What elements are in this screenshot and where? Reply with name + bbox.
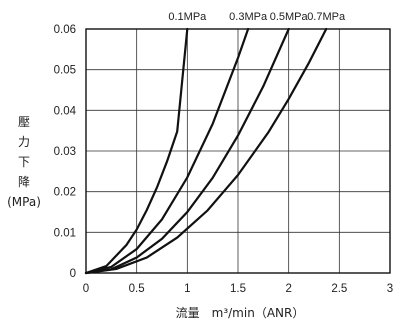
y-tick-label: 0.01 [54,227,76,239]
y-tick-label: 0 [70,268,76,280]
axis-labels: 0.1MPa 0.3MPa 0.5MPa 0.7MPa 流量 m³/min（ANR） 壓力… [7,11,346,320]
series-curves [84,27,328,275]
tick-labels: 0 0.5 1 1.5 2 2.5 3 0 0.01 0.02 0.03 0.04 0.05 0.06 [54,24,394,295]
y-axis-label-line: 降 [18,175,30,189]
y-axis-label-line: 壓 [18,115,30,129]
series-line-0-7MPa [84,27,328,275]
series-label: 0.7MPa [307,11,346,23]
y-axis-label-line: 力 [18,135,30,149]
x-tick-label: 0 [83,283,89,295]
y-tick-label: 0.06 [54,24,76,36]
series-label: 0.1MPa [168,11,207,23]
x-tick-label: 2 [285,283,291,295]
series-line-0-1MPa [84,27,189,275]
plot-border [85,28,391,274]
y-tick-label: 0.04 [54,105,77,117]
y-tick-label: 0.03 [54,146,76,158]
series-label: 0.3MPa [229,11,268,23]
x-tick-label: 3 [387,283,393,295]
plot-frame [85,28,391,274]
y-axis-label-line: (MPa) [7,195,41,209]
x-tick-label: 0.5 [129,283,145,295]
y-axis-label-line: 下 [18,155,30,169]
x-tick-label: 1 [184,283,190,295]
x-tick-label: 1.5 [230,283,246,295]
x-tick-label: 2.5 [331,283,347,295]
series-line-0-5MPa [84,27,290,275]
x-axis-label: 流量 m³/min（ANR） [176,306,305,320]
y-tick-label: 0.02 [54,187,76,199]
series-label: 0.5MPa [270,11,309,23]
series-line-0-3MPa [84,27,250,275]
y-tick-label: 0.05 [54,65,76,77]
